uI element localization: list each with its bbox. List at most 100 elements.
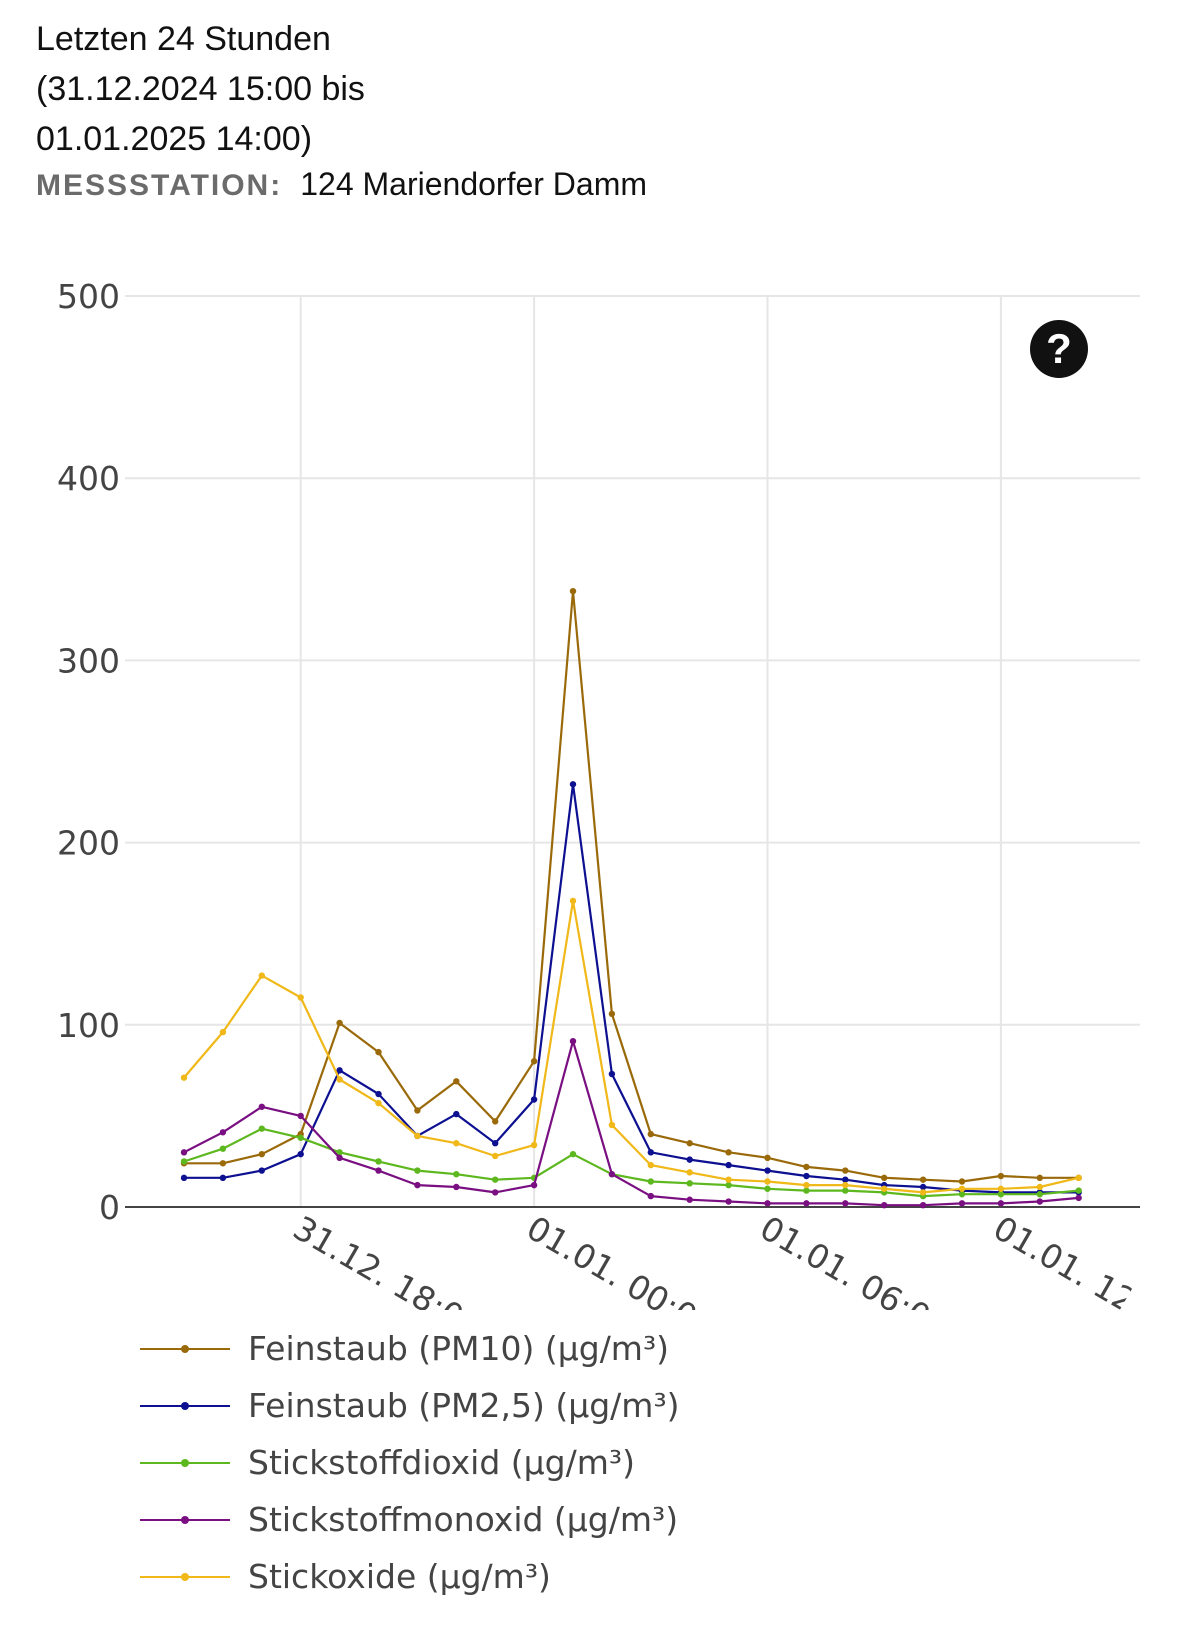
page-header: Letzten 24 Stunden (31.12.2024 15:00 bis… — [36, 14, 647, 203]
data-point — [180, 1149, 188, 1156]
period-title-line-2: (31.12.2024 15:00 bis — [36, 70, 365, 108]
data-point — [919, 1201, 927, 1209]
legend-swatch — [140, 1510, 230, 1530]
station-row: MESSSTATION: 124 Mariendorfer Damm — [36, 166, 647, 203]
series-line-2 — [184, 783, 1079, 1194]
data-point — [725, 1198, 732, 1205]
data-point — [958, 1185, 966, 1192]
data-point — [336, 1019, 343, 1027]
station-value: 124 Mariendorfer Damm — [300, 166, 648, 202]
data-point — [336, 1149, 343, 1156]
y-tick-label: 200 — [57, 824, 120, 863]
data-point — [492, 1152, 499, 1160]
data-point — [725, 1161, 732, 1169]
data-point — [336, 1076, 343, 1083]
data-point — [997, 1200, 1005, 1207]
data-point — [803, 1163, 810, 1171]
data-point — [725, 1181, 732, 1189]
data-point — [958, 1191, 966, 1198]
y-tick-label: 300 — [57, 641, 120, 680]
legend-swatch — [140, 1453, 230, 1473]
data-point — [608, 1070, 616, 1078]
data-point — [219, 1129, 227, 1136]
data-point — [414, 1167, 421, 1174]
data-point — [530, 1096, 538, 1103]
period-title-line-3: 01.01.2025 14:00) — [36, 120, 313, 158]
data-point — [842, 1176, 849, 1183]
period-title-line-1: Letzten 24 Stunden — [36, 20, 331, 58]
data-point — [647, 1130, 654, 1138]
data-point — [375, 1090, 382, 1098]
data-point — [1036, 1191, 1044, 1198]
data-point — [297, 1112, 304, 1120]
legend-swatch — [140, 1396, 230, 1416]
data-point — [764, 1167, 771, 1174]
help-icon[interactable]: ? — [1030, 320, 1088, 378]
data-point — [258, 1150, 265, 1158]
data-point — [258, 1103, 265, 1110]
data-point — [958, 1178, 966, 1185]
data-point — [608, 1010, 616, 1018]
data-point — [336, 1067, 343, 1074]
data-point — [1075, 1194, 1082, 1202]
data-point — [569, 897, 577, 905]
data-point — [530, 1181, 538, 1189]
legend-label: Stickstoffmonoxid (µg/m³) — [248, 1500, 679, 1539]
data-point — [453, 1110, 460, 1118]
data-point — [530, 1141, 538, 1149]
legend-label: Stickoxide (µg/m³) — [248, 1557, 551, 1596]
data-point — [375, 1158, 382, 1165]
data-point — [492, 1140, 499, 1147]
data-point — [608, 1121, 616, 1129]
legend-item[interactable]: Stickstoffmonoxid (µg/m³) — [140, 1491, 680, 1548]
data-point — [569, 1150, 577, 1158]
y-tick-label: 500 — [57, 277, 120, 316]
y-tick-label: 100 — [57, 1006, 120, 1045]
legend-item[interactable]: Feinstaub (PM2,5) (µg/m³) — [140, 1377, 680, 1434]
data-point — [453, 1183, 460, 1191]
x-tick-label: 01.01. 12:00 — [987, 1208, 1179, 1310]
data-point — [842, 1187, 849, 1194]
data-point — [414, 1181, 421, 1189]
data-point — [1075, 1187, 1082, 1194]
data-point — [219, 1174, 227, 1182]
data-point — [647, 1178, 654, 1185]
x-tick-label: 01.01. 06:00 — [754, 1208, 956, 1310]
data-point — [686, 1156, 693, 1163]
data-point — [297, 994, 304, 1001]
data-point — [569, 587, 577, 595]
data-point — [764, 1154, 771, 1162]
data-point — [375, 1048, 382, 1056]
data-point — [453, 1140, 460, 1147]
series-line-5 — [183, 899, 1079, 1194]
data-point — [881, 1174, 888, 1182]
data-point — [258, 1167, 265, 1174]
data-point — [219, 1028, 227, 1036]
data-point — [297, 1150, 304, 1158]
data-point — [258, 1125, 265, 1132]
data-point — [375, 1099, 382, 1107]
series-line-1 — [184, 590, 1079, 1183]
station-label: MESSSTATION: — [36, 169, 283, 202]
data-point — [1036, 1198, 1044, 1205]
data-point — [997, 1191, 1005, 1198]
legend-item[interactable]: Stickstoffdioxid (µg/m³) — [140, 1434, 680, 1491]
data-point — [492, 1118, 499, 1125]
y-tick-label: 0 — [99, 1188, 120, 1227]
legend-label: Stickstoffdioxid (µg/m³) — [248, 1443, 635, 1482]
data-point — [414, 1107, 421, 1114]
data-point — [881, 1201, 888, 1209]
data-point — [219, 1160, 227, 1167]
data-point — [842, 1181, 849, 1189]
legend-item[interactable]: Feinstaub (PM10) (µg/m³) — [140, 1320, 680, 1377]
data-point — [180, 1174, 188, 1182]
data-point — [375, 1167, 382, 1174]
data-point — [336, 1154, 343, 1162]
data-point — [569, 781, 577, 788]
legend-item[interactable]: Stickoxide (µg/m³) — [140, 1548, 680, 1605]
data-point — [958, 1200, 966, 1207]
data-point — [997, 1185, 1005, 1192]
y-tick-label: 400 — [57, 459, 120, 498]
legend-label: Feinstaub (PM10) (µg/m³) — [248, 1329, 670, 1368]
data-point — [997, 1172, 1005, 1180]
